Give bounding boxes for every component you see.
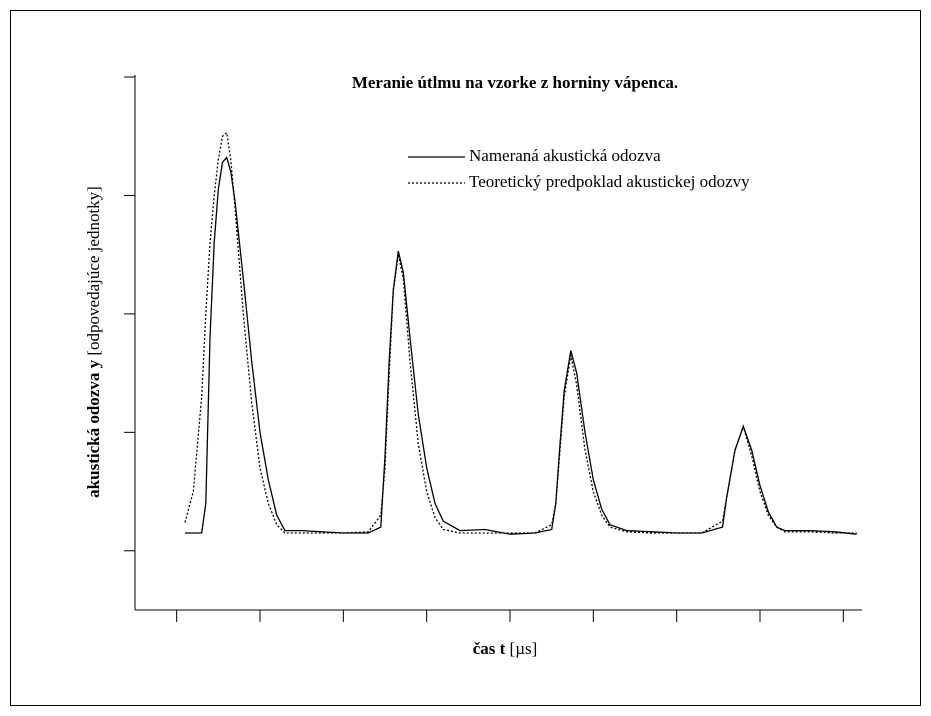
legend-label: Teoretický predpoklad akustickej odozvy [469, 172, 750, 191]
frame [10, 10, 921, 706]
y-unit: [odpovedajúce jednotky] [84, 186, 103, 355]
x-label: čas t [473, 639, 506, 658]
legend-label: Nameraná akustická odozva [469, 146, 661, 165]
x-unit: [µs] [510, 639, 538, 658]
y-label: akustická odozva y [84, 359, 103, 497]
series-line [185, 156, 857, 535]
x-axis-label: čas t [µs] [473, 639, 538, 658]
y-axis-label: akustická odozva y [odpovedajúce jednotk… [84, 186, 103, 498]
chart-title: Meranie útlmu na vzorke z horniny vápenc… [352, 73, 678, 92]
series-line [184, 131, 857, 534]
